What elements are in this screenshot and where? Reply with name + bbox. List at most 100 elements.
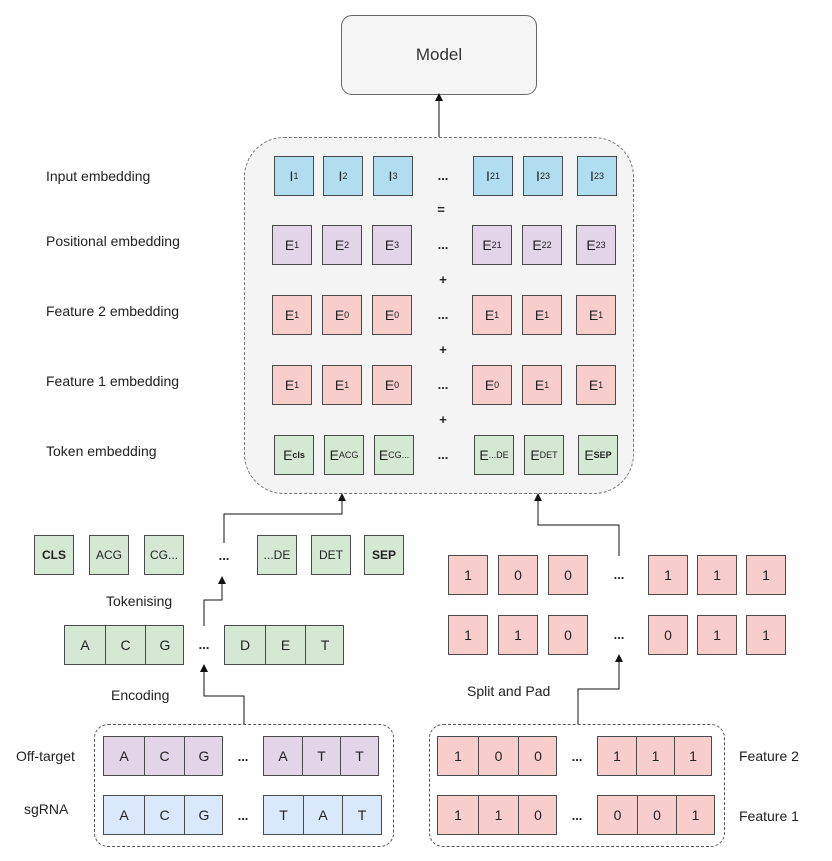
- sequence-cell: T: [342, 796, 381, 834]
- token-box: SEP: [364, 535, 404, 575]
- input-embedding-cell: I 21: [473, 156, 513, 196]
- sgrna-right-group: T A T: [263, 795, 382, 835]
- token-embedding-cell: E ...DE: [474, 435, 514, 475]
- ellipsis: ...: [237, 749, 249, 764]
- sequence-cell: 1: [478, 796, 518, 834]
- input-embedding-cell: I 23: [523, 156, 563, 196]
- sequence-cell: A: [119, 807, 129, 823]
- padded-cell: 1: [697, 615, 737, 655]
- sequence-cell: 1: [674, 737, 711, 775]
- arrow-tokens-to-embedding: [223, 493, 346, 543]
- plus-sign: +: [439, 272, 447, 287]
- token-box: DET: [311, 535, 351, 575]
- encoded-cell: G: [145, 626, 184, 664]
- encoded-right-group: D E T: [224, 625, 344, 665]
- encoded-cell: C: [105, 626, 145, 664]
- padded-cell: 1: [448, 615, 488, 655]
- positional-embedding-cell: E 23: [576, 225, 616, 265]
- feature1-label: Feature 1: [739, 808, 799, 824]
- arrow-encoded-to-tokens: [203, 576, 226, 626]
- sequence-cell: G: [184, 796, 223, 834]
- sequence-cell: C: [144, 737, 184, 775]
- sequence-cell: 0: [613, 807, 622, 823]
- plus-sign: +: [439, 342, 447, 357]
- ellipsis: ...: [437, 307, 449, 322]
- sequence-cell: A: [119, 748, 129, 764]
- split-pad-label: Split and Pad: [467, 683, 551, 699]
- padded-cell: 1: [648, 555, 688, 595]
- feature2-left-group: 1 0 0: [437, 736, 557, 776]
- padded-cell: 0: [498, 555, 538, 595]
- sequence-cell: 0: [637, 796, 676, 834]
- feature2-embedding-label: Feature 2 embedding: [46, 303, 180, 319]
- encoded-cell: E: [265, 626, 305, 664]
- arrow-padded-to-embedding: [534, 493, 620, 556]
- off-target-right-group: A T T: [263, 736, 379, 776]
- token-box: CG...: [144, 535, 184, 575]
- sequence-cell: 0: [478, 737, 518, 775]
- sequence-cell: 1: [613, 748, 621, 764]
- padded-cell: 1: [746, 615, 786, 655]
- padded-cell: 0: [548, 555, 588, 595]
- ellipsis: ...: [437, 168, 449, 183]
- ellipsis: ...: [198, 637, 210, 652]
- tokenising-label: Tokenising: [106, 593, 173, 609]
- padded-cell: 0: [648, 615, 688, 655]
- arrow-sequences-to-encoded: [200, 664, 245, 724]
- encoded-cell: T: [305, 626, 344, 664]
- sgrna-left-group: A C G: [103, 795, 223, 835]
- padded-cell: 1: [448, 555, 488, 595]
- ellipsis: ...: [218, 548, 230, 563]
- positional-embedding-label: Positional embedding: [46, 233, 180, 249]
- ellipsis: ...: [437, 237, 449, 252]
- sequence-cell: 0: [518, 796, 557, 834]
- ellipsis: ...: [437, 447, 449, 462]
- token-embedding-label: Token embedding: [46, 443, 157, 459]
- ellipsis: ...: [237, 808, 249, 823]
- padded-cell: 1: [746, 555, 786, 595]
- encoded-cell: A: [80, 637, 90, 653]
- feature1-right-group: 0 0 1: [597, 795, 715, 835]
- token-embedding-cell: E SEP: [578, 435, 618, 475]
- padded-cell: 1: [498, 615, 538, 655]
- encoded-left-group: A C G: [64, 625, 184, 665]
- model-box: Model: [341, 15, 537, 95]
- ellipsis: ...: [437, 377, 449, 392]
- sequence-cell: A: [278, 748, 288, 764]
- positional-embedding-cell: E 21: [472, 225, 512, 265]
- token-embedding-cell: E ACG: [324, 435, 364, 475]
- positional-embedding-cell: E 22: [522, 225, 562, 265]
- ellipsis: ...: [613, 627, 625, 642]
- feature1-left-group: 1 1 0: [437, 795, 557, 835]
- plus-sign: +: [439, 412, 447, 427]
- token-box: CLS: [34, 535, 74, 575]
- feature2-right-group: 1 1 1: [597, 736, 712, 776]
- sequence-cell: 1: [454, 807, 462, 823]
- token-box: ...DE: [257, 535, 297, 575]
- equals-sign: =: [437, 202, 445, 217]
- arrow-features-to-padded: [577, 654, 623, 724]
- sequence-cell: G: [184, 737, 223, 775]
- feature1-embedding-label: Feature 1 embedding: [46, 373, 180, 389]
- input-embedding-cell: I 23: [577, 156, 617, 196]
- sequence-input-group: [94, 724, 394, 847]
- padded-cell: 0: [548, 615, 588, 655]
